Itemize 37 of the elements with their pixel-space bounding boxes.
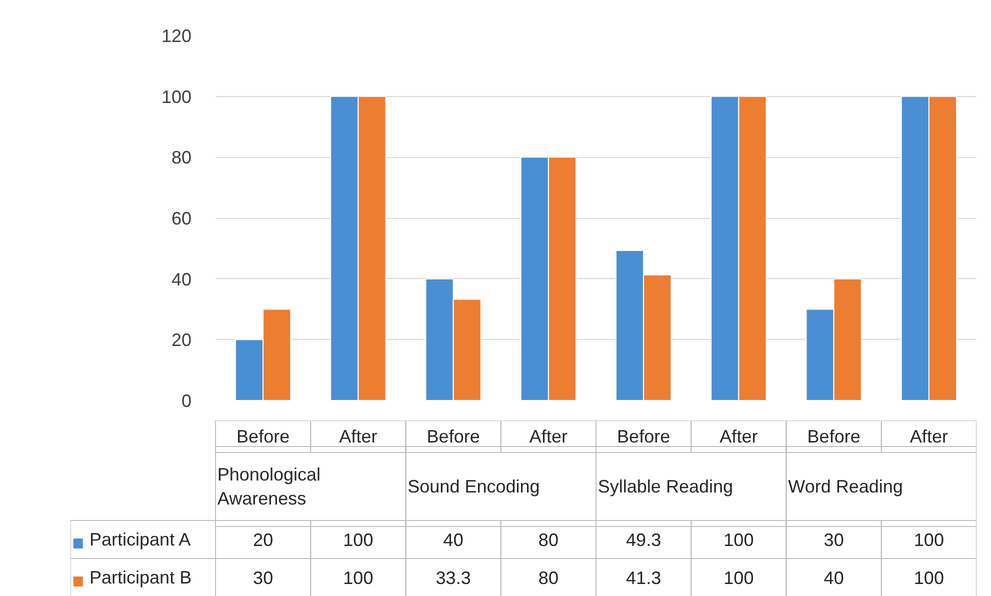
y-tick-label: 40 — [171, 269, 192, 290]
y-tick-label: 0 — [181, 391, 192, 411]
text: Phonological Awareness — [217, 464, 320, 508]
data-label: 100 — [724, 568, 754, 588]
data-label: 40 — [824, 568, 844, 588]
data-label: 40 — [443, 530, 464, 550]
x-tick-label: Before — [807, 426, 860, 446]
data-label: 33.3 — [436, 568, 471, 588]
data-label: 41.3 — [626, 568, 662, 588]
data-label: 49.3 — [626, 530, 662, 550]
x-tick-label: Before — [617, 426, 670, 446]
data-label: 100 — [914, 568, 944, 588]
text: Word Reading — [788, 476, 903, 496]
data-label: 100 — [724, 530, 754, 550]
y-tick-label: 60 — [171, 208, 192, 228]
data-label: 30 — [253, 568, 274, 588]
x-tick-label: Before — [426, 426, 480, 446]
data-label: 30 — [824, 530, 844, 550]
data-label: 80 — [538, 568, 558, 588]
legend-label: Participant A — [90, 530, 191, 550]
data-label: 80 — [538, 530, 558, 550]
x-tick-label: After — [910, 426, 948, 446]
x-tick-label: After — [720, 426, 758, 446]
y-tick-label: 80 — [171, 148, 192, 168]
y-tick-label: 20 — [171, 330, 192, 350]
x-tick-label: After — [339, 426, 378, 446]
y-tick-label: 120 — [161, 26, 192, 46]
data-label: 100 — [914, 530, 944, 550]
x-tick-label: After — [529, 426, 568, 446]
x-tick-label: Before — [236, 426, 290, 446]
data-label: 100 — [343, 530, 374, 550]
legend-label: Participant B — [90, 568, 192, 588]
data-label: 20 — [253, 530, 274, 550]
y-tick-label: 100 — [161, 86, 192, 107]
text: Syllable Reading — [598, 476, 733, 496]
text: Sound Encoding — [408, 476, 540, 496]
data-label: 100 — [343, 568, 374, 588]
